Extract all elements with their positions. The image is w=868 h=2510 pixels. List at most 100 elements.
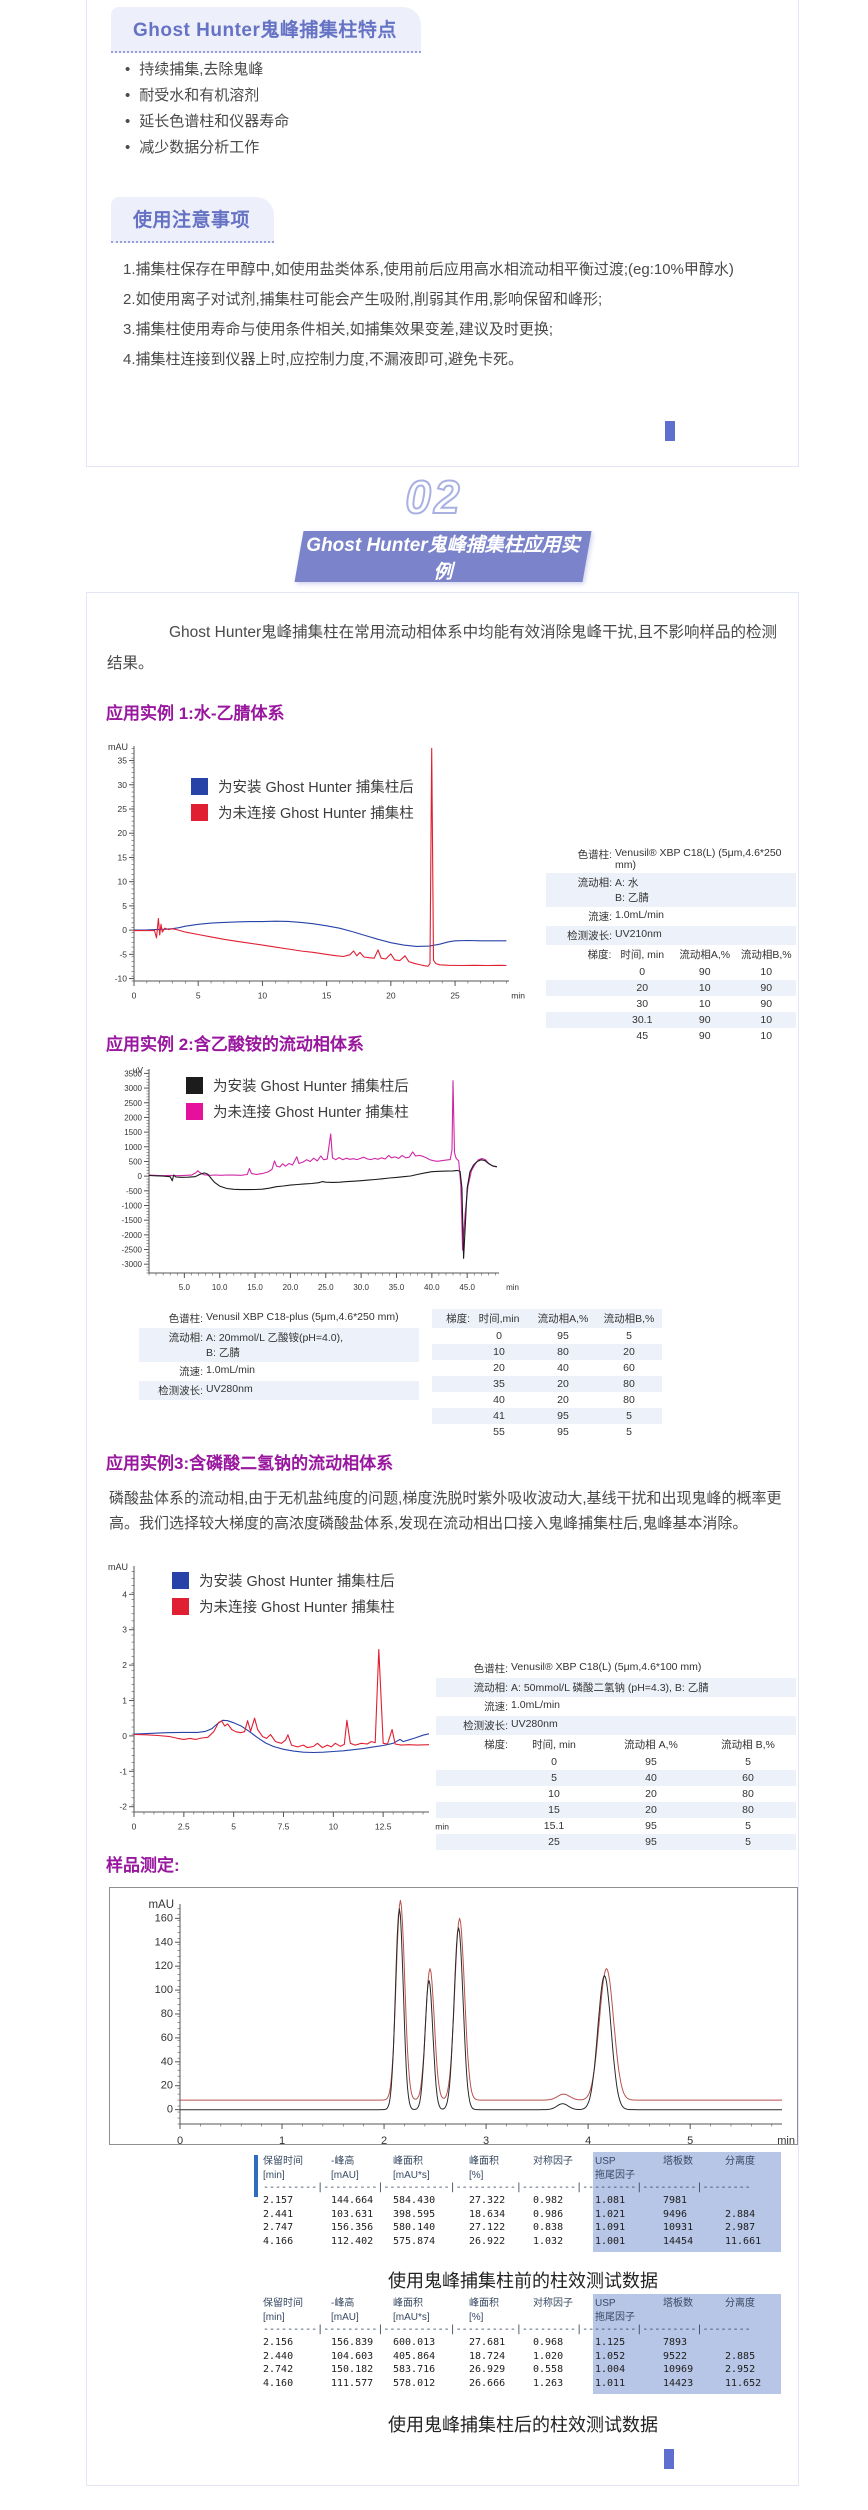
gradient-time: 0 [496, 1330, 502, 1342]
gradient-col-time: 时间, min [532, 1739, 576, 1751]
gradient-time: 15.1 [543, 1820, 565, 1832]
gradient-row: 55 95 5 [432, 1424, 662, 1440]
table-row: 2.441 103.631 398.595 18.634 0.986 1.021 94… [263, 2208, 756, 2220]
svg-text:7.5: 7.5 [278, 1822, 290, 1832]
gradient-row: 10 80 20 [432, 1344, 662, 1360]
svg-text:0: 0 [132, 1822, 137, 1832]
table-separator: ---------|---------|-----------|--------… [263, 2324, 751, 2335]
spec-label: 检测波长: [158, 1385, 203, 1397]
svg-text:-1500: -1500 [122, 1216, 143, 1225]
svg-text:-2500: -2500 [122, 1246, 143, 1255]
svg-text:min: min [506, 1283, 519, 1292]
note-item: 4.捕集柱连接到仪器上时,应控制力度,不漏液即可,避免卡死。 [123, 351, 524, 368]
legend-swatch-installed [186, 1076, 203, 1094]
legend-swatch-not-connected [191, 803, 208, 821]
legend-row: 为安装 Ghost Hunter 捕集柱后 [186, 1072, 409, 1098]
gradient-a: 10 [698, 998, 711, 1010]
features-panel: Ghost Hunter鬼峰捕集柱特点 持续捕集,去除鬼峰耐受水和有机溶剂延长色… [86, 0, 799, 467]
svg-text:2500: 2500 [124, 1099, 142, 1108]
gradient-a: 95 [645, 1820, 657, 1832]
gradient-a: 95 [645, 1836, 657, 1848]
svg-text:20: 20 [118, 828, 128, 838]
table-row: 2.440 104.603 405.864 18.724 1.020 1.052 95… [263, 2350, 756, 2362]
spec-label: 流动相: [168, 1332, 203, 1344]
spec-value: 1.0mL/min [511, 1699, 561, 1711]
svg-text:-2000: -2000 [122, 1231, 143, 1240]
feature-item: 延长色谱柱和仪器寿命 [125, 109, 289, 135]
table-header-row2: [min] [mAU] [mAU*s] [%] 拖尾因子 [263, 2311, 635, 2323]
gradient-time: 20 [493, 1362, 505, 1374]
table-highlight [593, 2152, 781, 2252]
table-row: 2.156 156.839 600.013 27.681 0.968 1.125 78… [263, 2337, 688, 2348]
svg-text:20: 20 [161, 2080, 173, 2092]
gradient-label: 梯度: [484, 1739, 508, 1751]
chart1-legend: 为安装 Ghost Hunter 捕集柱后 为未连接 Ghost Hunter … [191, 773, 414, 825]
svg-text:1000: 1000 [124, 1143, 142, 1152]
spec-label: 色谱柱: [168, 1313, 203, 1325]
gradient-row: 30 10 90 [546, 996, 796, 1012]
svg-text:500: 500 [129, 1157, 143, 1166]
svg-text:12.5: 12.5 [375, 1822, 392, 1832]
gradient-row: 10 20 80 [436, 1786, 796, 1802]
spec-value: Venusil XBP C18-plus (5μm,4.6*250 mm) [206, 1311, 399, 1323]
table-header-row1: 保留时间 -峰高 峰面积 峰面积 对称因子 USP 塔板数 分离度 [263, 2298, 755, 2309]
spec-label: 流速: [179, 1366, 203, 1378]
gradient-a: 20 [557, 1394, 569, 1406]
table-highlight [593, 2294, 781, 2394]
chart2-legend: 为安装 Ghost Hunter 捕集柱后 为未连接 Ghost Hunter … [186, 1072, 409, 1124]
gradient-b: 80 [742, 1788, 754, 1800]
gradient-time: 15 [548, 1804, 560, 1816]
svg-text:10: 10 [118, 877, 128, 887]
spec-row: 流速: 1.0mL/min [436, 1697, 796, 1716]
svg-text:-2: -2 [119, 1802, 127, 1812]
gradient-b: 80 [742, 1804, 754, 1816]
legend-row: 为安装 Ghost Hunter 捕集柱后 [172, 1567, 395, 1593]
svg-text:-5: -5 [119, 949, 127, 959]
gradient-b: 90 [760, 982, 773, 994]
spec-rows: 色谱柱: Venusil® XBP C18(L) (5μm,4.6*250 mm… [546, 845, 796, 945]
spec-value: UV280nm [206, 1383, 253, 1395]
gradient-b: 10 [760, 966, 773, 978]
svg-text:10.0: 10.0 [212, 1283, 228, 1292]
svg-text:5: 5 [231, 1822, 236, 1832]
gradient-a: 20 [645, 1804, 657, 1816]
gradient-b: 5 [626, 1426, 632, 1438]
svg-text:1500: 1500 [124, 1128, 142, 1137]
svg-text:mAU: mAU [108, 742, 128, 752]
spec-row: 流动相: A: 20mmol/L 乙酸铵(pH=4.0), B: 乙腈 [139, 1328, 419, 1362]
svg-text:140: 140 [155, 1936, 173, 1948]
table-caption-after: 使用鬼峰捕集柱后的柱效测试数据 [388, 2415, 658, 2435]
gradient-col-a: 流动相 A,% [624, 1739, 678, 1751]
svg-text:0: 0 [167, 2104, 173, 2116]
gradient-row: 0 95 5 [432, 1328, 662, 1344]
spec-row: 流动相: A: 水 B: 乙腈 [546, 873, 796, 907]
gradient-row: 20 40 60 [432, 1360, 662, 1376]
gradient-row: 15.1 95 5 [436, 1818, 796, 1834]
section-divider: 02 Ghost Hunter鬼峰捕集柱应用实例 [0, 470, 868, 583]
feature-item: 减少数据分析工作 [125, 135, 289, 161]
gradient-b: 20 [623, 1346, 635, 1358]
spec-label: 流速: [588, 911, 612, 923]
spec-value: UV210nm [615, 928, 662, 940]
svg-text:5: 5 [196, 991, 201, 1001]
svg-text:15.0: 15.0 [247, 1283, 263, 1292]
conditions-table-3: 色谱柱: Venusil® XBP C18(L) (5μm,4.6*100 mm… [436, 1659, 796, 1850]
gradient-col-time: 时间, min [620, 949, 665, 961]
sample-chart-frame [109, 1887, 798, 2145]
spec-row: 检测波长: UV210nm [546, 926, 796, 945]
gradient-label: 梯度: [587, 949, 612, 961]
spec-value: 1.0mL/min [206, 1364, 256, 1376]
gradient-a: 95 [557, 1410, 569, 1422]
legend-label-not-connected: 为未连接 Ghost Hunter 捕集柱 [213, 1104, 409, 1121]
table-left-bar [254, 2155, 258, 2197]
gradient-time: 30 [636, 998, 649, 1010]
gradient-row: 35 20 80 [432, 1376, 662, 1392]
gradient-col-b: 流动相B,% [603, 1313, 655, 1325]
spec-label: 流动相: [577, 877, 612, 889]
gradient-col-a: 流动相A,% [679, 949, 731, 961]
legend-row: 为未连接 Ghost Hunter 捕集柱 [191, 799, 414, 825]
svg-text:60: 60 [161, 2032, 173, 2044]
gradient-a: 95 [557, 1330, 569, 1342]
svg-text:80: 80 [161, 2008, 173, 2020]
spec-row: 色谱柱: Venusil® XBP C18(L) (5μm,4.6*100 mm… [436, 1659, 796, 1678]
